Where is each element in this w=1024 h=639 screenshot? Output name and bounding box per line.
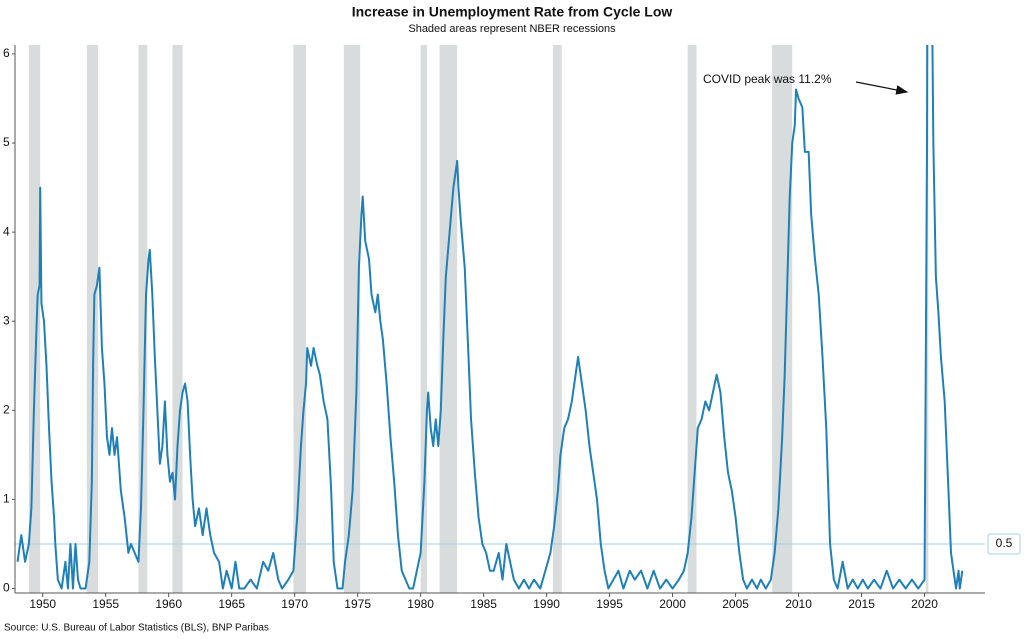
chart-title: Increase in Unemployment Rate from Cycle… — [352, 4, 673, 20]
recession-band — [28, 45, 41, 593]
recession-band — [552, 45, 562, 593]
recession-band — [86, 45, 99, 593]
x-tick-label: 1990 — [533, 597, 560, 611]
x-tick-label: 2020 — [911, 597, 938, 611]
recession-band — [343, 45, 361, 593]
x-tick-label: 2010 — [785, 597, 812, 611]
y-tick-label: 6 — [3, 46, 10, 60]
x-tick-label: 2005 — [722, 597, 749, 611]
x-tick-label: 1955 — [92, 597, 119, 611]
x-tick-label: 1975 — [344, 597, 371, 611]
recession-band — [439, 45, 458, 593]
annotation: COVID peak was 11.2% — [703, 72, 832, 86]
y-tick-label: 5 — [3, 135, 10, 149]
data-line — [16, 45, 964, 590]
recession-band — [687, 45, 697, 593]
recession-band — [293, 45, 306, 593]
recession-band — [138, 45, 148, 593]
recession-band — [172, 45, 183, 593]
x-tick-label: 1995 — [596, 597, 623, 611]
x-tick-label: 2000 — [659, 597, 686, 611]
x-tick-label: 1965 — [218, 597, 245, 611]
x-tick-label: 1950 — [29, 597, 56, 611]
y-tick-label: 2 — [3, 403, 10, 417]
chart-subtitle: Shaded areas represent NBER recessions — [408, 23, 616, 35]
source: Source: U.S. Bureau of Labor Statistics … — [4, 623, 269, 634]
y-tick-label: 4 — [3, 224, 10, 238]
x-tick-label: 2015 — [848, 597, 875, 611]
x-tick-label: 1960 — [155, 597, 182, 611]
y-tick-label: 0 — [3, 581, 10, 595]
recession-band — [925, 45, 929, 593]
x-tick-label: 1980 — [407, 597, 434, 611]
annotation-arrow — [855, 81, 909, 95]
y-tick-label: 3 — [3, 313, 10, 327]
x-tick-label: 1985 — [470, 597, 497, 611]
recession-band — [772, 45, 793, 593]
x-tick-label: 1970 — [281, 597, 308, 611]
y-tick-label: 1 — [3, 492, 10, 506]
reference-label-box — [987, 533, 1021, 555]
recession-band — [420, 45, 427, 593]
reference-label: 0.5 — [996, 536, 1013, 550]
